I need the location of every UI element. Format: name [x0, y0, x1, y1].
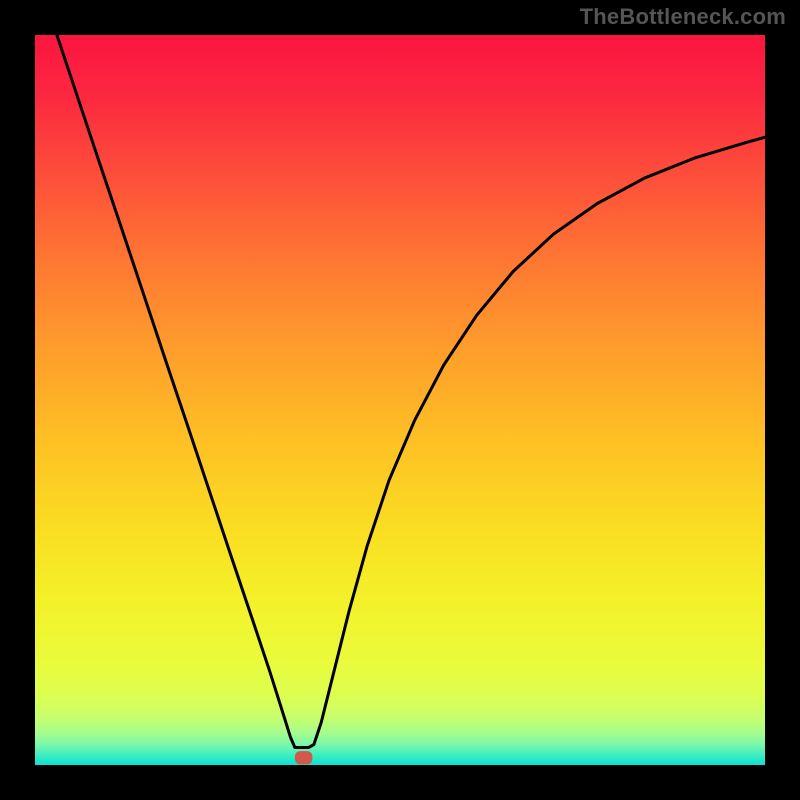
watermark-label: TheBottleneck.com	[580, 4, 786, 30]
chart-stage: TheBottleneck.com	[0, 0, 800, 800]
minimum-marker	[295, 751, 313, 764]
bottleneck-chart	[0, 0, 800, 800]
chart-background	[35, 35, 765, 765]
